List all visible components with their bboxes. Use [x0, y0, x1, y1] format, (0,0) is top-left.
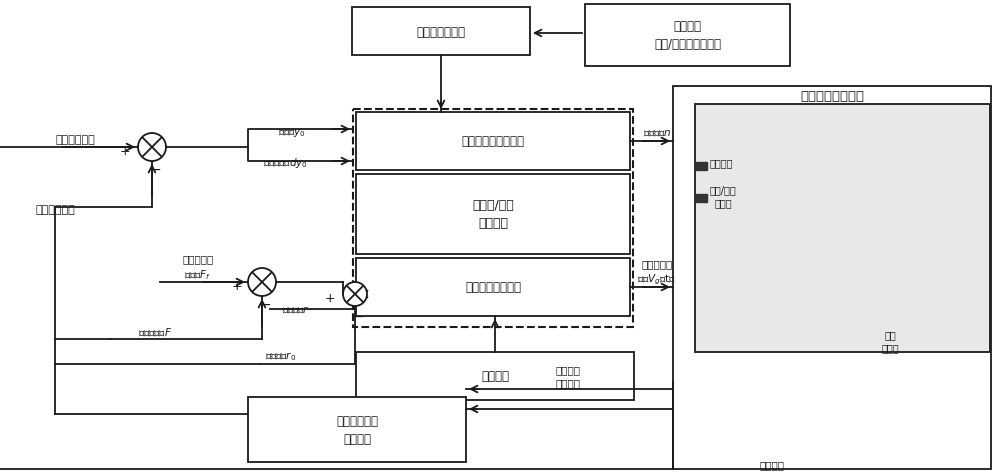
Text: 锥辊转速$n$: 锥辊转速$n$: [643, 128, 672, 138]
Bar: [356, 113, 630, 170]
Text: 模糊控制知识库: 模糊控制知识库: [416, 25, 466, 39]
Text: 力传感器: 力传感器: [710, 158, 734, 168]
Bar: [356, 175, 630, 255]
Text: 轧辊运动
力、力矩: 轧辊运动 力、力矩: [556, 365, 581, 388]
Text: 专家经验
实验/仿真数据样本库: 专家经验 实验/仿真数据样本库: [654, 20, 721, 51]
Text: 测量导向力$F$: 测量导向力$F$: [138, 326, 172, 337]
Circle shape: [248, 268, 276, 297]
Text: 预设圆度$r$: 预设圆度$r$: [282, 304, 310, 315]
Bar: [356, 352, 634, 400]
Text: 位移/转速
传感器: 位移/转速 传感器: [710, 185, 737, 208]
Bar: [695, 195, 707, 203]
Text: +: +: [324, 292, 335, 305]
Text: 偏移量$y_0$: 偏移量$y_0$: [278, 127, 306, 139]
Bar: [585, 5, 790, 67]
Text: +: +: [119, 145, 130, 158]
Text: 测量环件圆心: 测量环件圆心: [35, 205, 75, 215]
Text: +: +: [231, 280, 242, 293]
Text: 位移
传感器: 位移 传感器: [882, 330, 900, 353]
Circle shape: [138, 134, 166, 162]
Text: 稳定性/圆度
智能模型: 稳定性/圆度 智能模型: [472, 199, 514, 230]
Text: −: −: [352, 309, 364, 323]
Bar: [695, 163, 707, 170]
Text: 几何尺寸: 几何尺寸: [760, 459, 785, 469]
Text: 锥辊转速模糊控制器: 锥辊转速模糊控制器: [462, 135, 524, 148]
Text: −: −: [149, 163, 161, 177]
Bar: [248, 397, 466, 462]
Text: −: −: [259, 298, 271, 311]
Bar: [352, 8, 530, 56]
Text: 环件轧制成形过程: 环件轧制成形过程: [800, 90, 864, 103]
Bar: [695, 105, 990, 352]
Text: 环件轧制过程
测量系统: 环件轧制过程 测量系统: [336, 414, 378, 445]
Bar: [353, 110, 633, 327]
Bar: [356, 258, 630, 317]
Bar: [673, 87, 991, 469]
Text: 测量圆度$r_0$: 测量圆度$r_0$: [265, 350, 296, 363]
Text: 预设环件圆心: 预设环件圆心: [55, 135, 95, 145]
Text: 刚度条件: 刚度条件: [481, 370, 509, 383]
Text: 导向辊后退
速度$V_g$（t）: 导向辊后退 速度$V_g$（t）: [637, 258, 676, 287]
Text: 预设导向力
临界值$F_f$: 预设导向力 临界值$F_f$: [182, 254, 214, 281]
Text: 偏移变化率$dy_0$: 偏移变化率$dy_0$: [263, 156, 308, 169]
Text: 导向辊运动控制器: 导向辊运动控制器: [465, 281, 521, 294]
Circle shape: [343, 282, 367, 307]
